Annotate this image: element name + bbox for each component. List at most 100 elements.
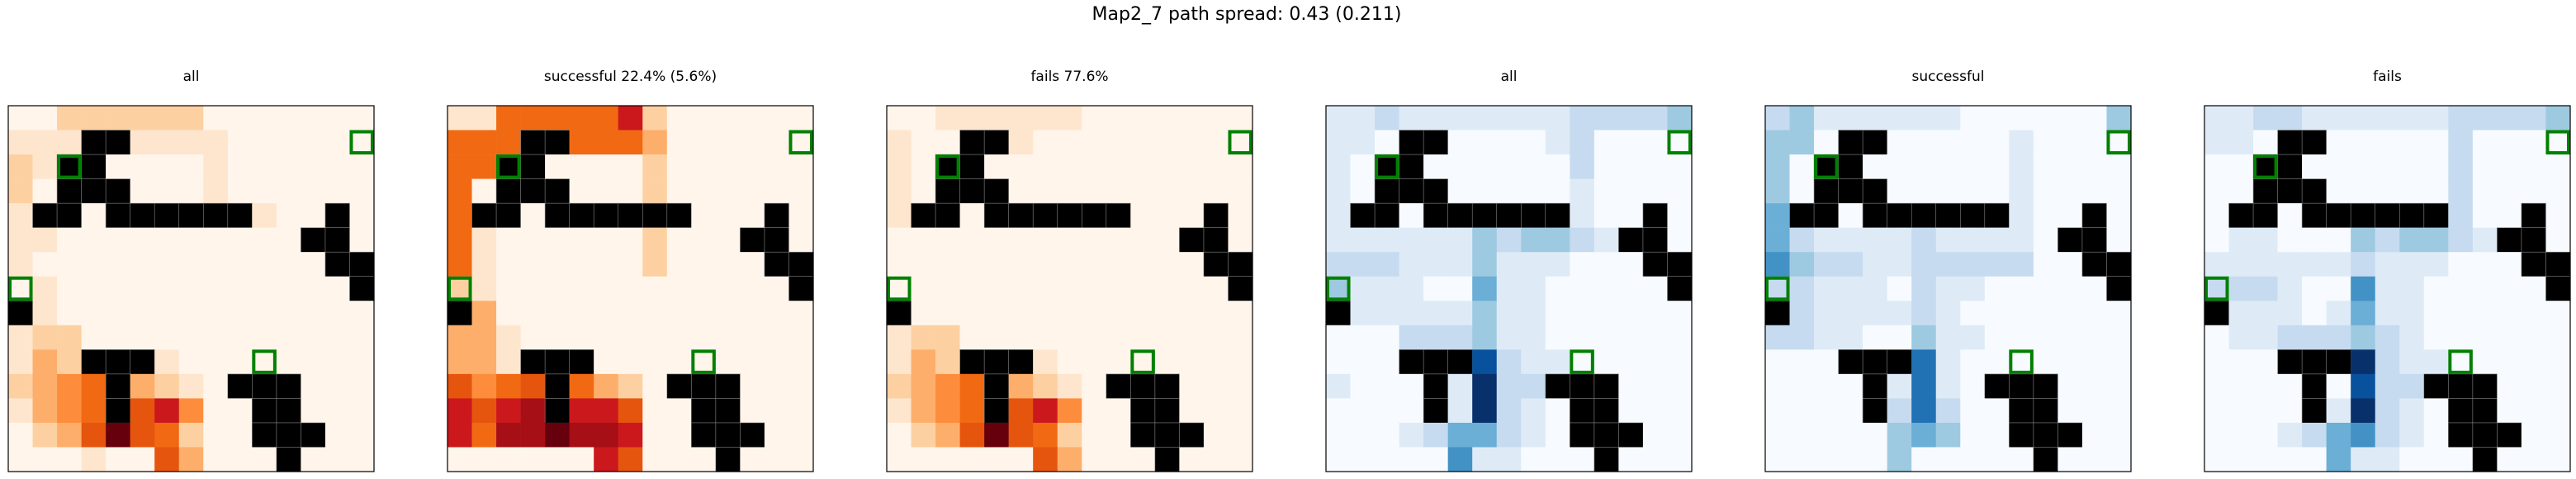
heat-cell — [935, 398, 960, 424]
heat-cell — [1593, 276, 1619, 301]
heat-cell — [1935, 106, 1961, 130]
panel-frame — [886, 105, 1253, 472]
heat-cell — [301, 373, 326, 399]
heat-cell — [666, 422, 692, 448]
obstacle-cell — [1838, 130, 1863, 155]
heat-cell — [1423, 154, 1448, 179]
heat-cell — [1472, 447, 1498, 472]
heat-cell — [1008, 373, 1034, 399]
figure-title: Map2_7 path spread: 0.43 (0.211) — [1092, 4, 1402, 25]
obstacle-cell — [544, 202, 571, 229]
heat-cell — [691, 301, 717, 326]
heat-cell — [324, 422, 350, 448]
heat-cell — [496, 252, 521, 277]
heat-cell — [1179, 252, 1205, 277]
heat-cell — [715, 252, 741, 277]
heat-cell — [1642, 422, 1668, 448]
heat-cell — [203, 447, 229, 472]
heat-cell — [2228, 178, 2254, 204]
heat-cell — [130, 276, 155, 301]
heat-cell — [81, 203, 107, 228]
obstacle-cell — [178, 202, 204, 229]
heat-cell — [1642, 325, 1668, 350]
heat-cell — [2375, 106, 2400, 130]
heat-cell — [959, 106, 985, 130]
obstacle-cell — [2423, 373, 2449, 399]
heat-cell — [2057, 373, 2083, 399]
heat-cell — [2448, 252, 2474, 277]
heatmap-panel: successful — [1764, 69, 2132, 472]
heat-cell — [2497, 398, 2522, 424]
heat-cell — [1667, 325, 1693, 350]
heat-cell — [1179, 178, 1205, 204]
heat-cell — [1521, 325, 1546, 350]
obstacle-cell — [324, 227, 351, 253]
heat-cell — [1765, 178, 1790, 204]
heat-cell — [2545, 325, 2571, 350]
obstacle-cell — [959, 178, 985, 204]
heat-cell — [2521, 178, 2546, 204]
obstacle-cell — [544, 398, 571, 424]
heat-cell — [545, 227, 570, 253]
heat-cell — [2375, 398, 2400, 424]
heat-cell — [618, 301, 643, 326]
panel-title: all — [1501, 69, 1518, 85]
heat-cell — [1765, 422, 1790, 448]
heat-cell — [301, 447, 326, 472]
obstacle-cell — [1154, 373, 1180, 399]
heat-cell — [1667, 422, 1693, 448]
heat-cell — [2497, 276, 2522, 301]
obstacle-cell — [252, 398, 277, 424]
heat-cell — [1008, 398, 1034, 424]
heat-cell — [520, 106, 546, 130]
heat-cell — [935, 325, 960, 350]
heat-cell — [32, 422, 58, 448]
heat-cell — [1326, 422, 1351, 448]
heat-cell — [2057, 447, 2083, 472]
obstacle-cell — [1179, 227, 1205, 253]
highlighted-cell-marker — [691, 349, 716, 374]
heat-cell — [2423, 178, 2449, 204]
heat-cell — [496, 301, 521, 326]
heat-cell — [2423, 154, 2449, 179]
heat-cell — [81, 422, 107, 448]
heat-cell — [2351, 422, 2376, 448]
heat-cell — [2497, 203, 2522, 228]
heat-cell — [1570, 130, 1595, 155]
heat-cell — [106, 447, 130, 472]
heat-cell — [1106, 178, 1131, 204]
heat-cell — [2448, 325, 2474, 350]
heat-cell — [1228, 130, 1253, 155]
heat-cell — [276, 301, 301, 326]
heat-cell — [2326, 227, 2351, 253]
heat-cell — [2228, 276, 2254, 301]
heatmap-panel: all — [1325, 69, 1693, 472]
heat-cell — [2399, 252, 2425, 277]
heat-cell — [349, 178, 375, 204]
heat-cell — [642, 178, 668, 204]
heat-cell — [1545, 252, 1570, 277]
heat-cell — [154, 447, 180, 472]
obstacle-cell — [2033, 447, 2059, 472]
heat-cell — [740, 301, 765, 326]
heat-cell — [1765, 398, 1790, 424]
heat-cell — [1423, 422, 1448, 448]
heat-cell — [1545, 422, 1570, 448]
heat-cell — [740, 398, 765, 424]
obstacle-cell — [1130, 422, 1156, 448]
heat-cell — [1838, 373, 1863, 399]
heat-cell — [935, 373, 960, 399]
heat-cell — [2448, 106, 2474, 130]
obstacle-cell — [764, 202, 790, 229]
heat-cell — [81, 106, 107, 130]
heat-cell — [471, 301, 497, 326]
heat-cell — [203, 178, 229, 204]
heat-cell — [520, 252, 546, 277]
heat-cell — [2545, 301, 2571, 326]
heat-cell — [447, 373, 472, 399]
heat-cell — [1960, 227, 1986, 253]
heat-cell — [2033, 301, 2058, 326]
heat-cell — [1496, 227, 1522, 253]
heat-cell — [1887, 373, 1912, 399]
heat-cell — [2448, 227, 2474, 253]
